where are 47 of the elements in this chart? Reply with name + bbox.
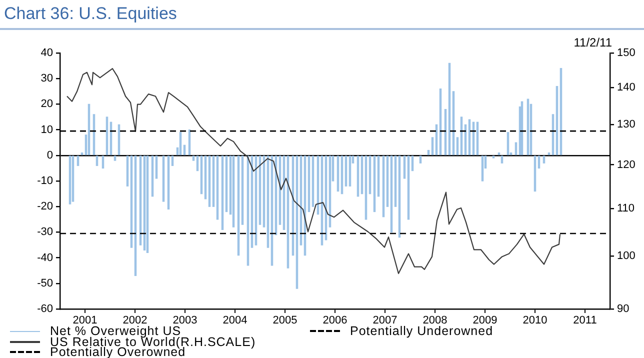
y-tick-label: -50 [37, 277, 53, 290]
y2-tick-label: 120 [617, 158, 636, 171]
legend-label: Net % Overweight US [49, 324, 182, 338]
x-tick-label: 2002 [122, 314, 148, 327]
bar [192, 156, 195, 161]
x-tick-label: 2004 [222, 314, 248, 327]
y2-tick-label: 130 [617, 118, 636, 131]
bar [481, 156, 484, 182]
y-tick-label: 20 [40, 98, 53, 110]
legend-label: Potentially Underowned [349, 324, 494, 338]
x-tick-label: 2007 [372, 314, 398, 327]
bar [492, 156, 495, 158]
bar [155, 156, 158, 179]
bar [403, 156, 406, 179]
y-tick-label: 0 [46, 149, 53, 162]
y-tick-label: -60 [37, 303, 53, 316]
x-tick-label: 2008 [422, 314, 448, 327]
y-tick-label: 40 [40, 47, 53, 60]
bar [171, 156, 174, 166]
bar [542, 156, 546, 164]
x-tick-label: 2005 [272, 314, 298, 327]
y2-tick-label: 100 [617, 250, 636, 262]
y2-tick-label: 140 [617, 82, 636, 94]
bar [500, 156, 504, 164]
y-tick-label: 10 [40, 124, 53, 136]
y2-tick-label: 110 [617, 202, 635, 214]
x-tick-label: 2003 [172, 314, 198, 327]
bar [538, 156, 540, 169]
y-tick-label: -10 [37, 175, 53, 188]
bar [419, 156, 422, 164]
y-tick-label: -30 [37, 226, 53, 238]
bar [102, 156, 104, 169]
y-tick-label: 30 [40, 72, 53, 85]
chart-title: Chart 36: U.S. Equities [4, 4, 177, 24]
y-tick-label: -40 [37, 252, 53, 264]
bar [96, 156, 98, 166]
bar [114, 156, 116, 161]
x-tick-label: 2006 [322, 314, 348, 327]
x-tick-label: 2010 [522, 314, 548, 327]
bar [76, 156, 80, 166]
x-tick-label: 2009 [472, 314, 498, 327]
y2-tick-label: 90 [617, 303, 630, 316]
x-tick-label: 2011 [573, 314, 597, 327]
text: 11/2/11 [574, 35, 612, 50]
y2-tick-label: 150 [617, 47, 636, 60]
y-tick-label: -20 [37, 200, 53, 213]
x-tick-label: 2001 [72, 314, 98, 327]
